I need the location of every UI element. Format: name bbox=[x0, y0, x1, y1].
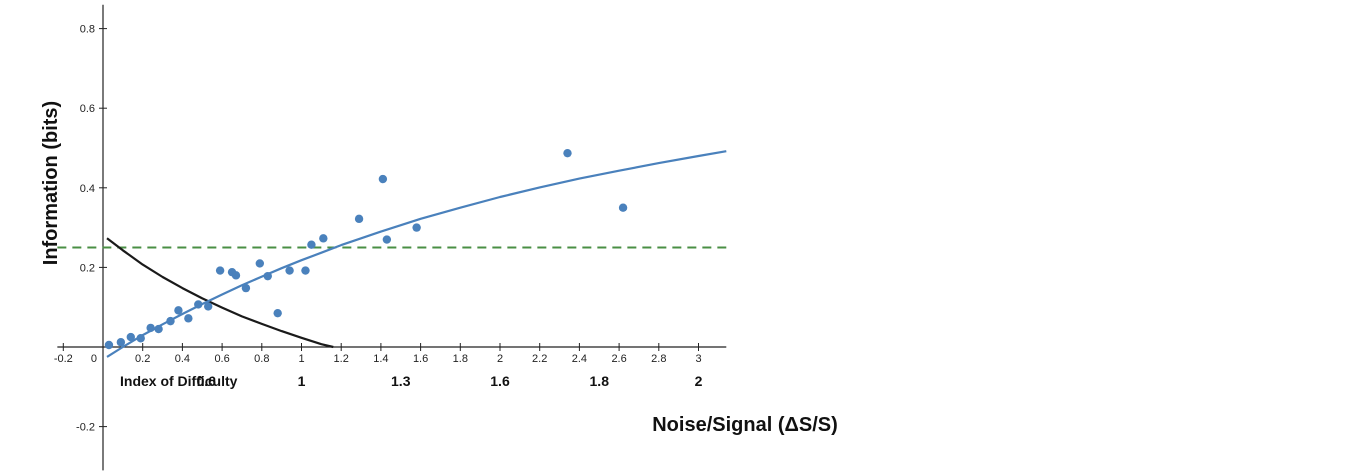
x-tick-label: 3 bbox=[695, 353, 701, 365]
increasing-curve bbox=[106, 150, 727, 358]
x-tick-label: 0.8 bbox=[254, 353, 269, 365]
x-tick-label: 2.8 bbox=[651, 353, 666, 365]
data-point bbox=[146, 323, 155, 333]
decreasing-curve bbox=[106, 237, 334, 349]
data-point bbox=[382, 235, 392, 244]
y-tick-label: 0.8 bbox=[80, 24, 95, 36]
index-of-difficulty-label: Index of Difficulty bbox=[120, 373, 238, 389]
data-point bbox=[104, 340, 114, 350]
data-point bbox=[618, 203, 628, 212]
data-point bbox=[215, 266, 225, 275]
data-point bbox=[378, 174, 388, 184]
x-tick-label: 0 bbox=[91, 353, 97, 365]
data-point bbox=[126, 332, 135, 342]
data-point bbox=[154, 324, 163, 334]
data-point bbox=[204, 302, 213, 311]
data-point bbox=[412, 223, 421, 232]
data-point bbox=[285, 266, 294, 275]
data-point bbox=[319, 234, 328, 243]
y-axis: -0.2 0.2 0.4 0.6 0.8 bbox=[76, 4, 107, 471]
y-tick-label: 0.4 bbox=[80, 183, 95, 195]
data-point bbox=[231, 271, 241, 280]
x-tick-label: 0.6 bbox=[214, 353, 229, 365]
data-point bbox=[273, 308, 282, 318]
index-of-difficulty-tick: 1.8 bbox=[590, 373, 610, 389]
x-tick-label: 0.2 bbox=[135, 353, 150, 365]
data-point bbox=[241, 283, 251, 293]
x-tick-label: 1.4 bbox=[373, 353, 388, 365]
data-point bbox=[116, 338, 126, 347]
x-axis-title: Noise/Signal (ΔS/S) bbox=[652, 414, 838, 436]
x-tick-label: 1.8 bbox=[453, 353, 468, 365]
data-point bbox=[263, 271, 272, 281]
index-of-difficulty-tick: 1 bbox=[298, 373, 306, 389]
index-of-difficulty-tick: 1.3 bbox=[391, 373, 411, 389]
y-axis-title: Information (bits) bbox=[40, 101, 62, 265]
data-point bbox=[563, 148, 572, 158]
x-axis: -0.2 0 0.2 0.4 0.6 0.8 1 1.2 1.4 1.6 1.8 2 2.2 2.4 2.6… bbox=[54, 343, 727, 365]
data-point bbox=[255, 259, 265, 268]
data-point bbox=[194, 300, 203, 309]
data-point bbox=[184, 314, 193, 323]
data-point bbox=[307, 240, 316, 249]
x-tick-label: -0.2 bbox=[54, 353, 73, 365]
index-of-difficulty-tick: 2 bbox=[695, 373, 703, 389]
data-point bbox=[354, 214, 364, 224]
y-tick-label: -0.2 bbox=[76, 422, 95, 434]
x-tick-label: 2.6 bbox=[611, 353, 626, 365]
y-tick-label: 0.2 bbox=[80, 262, 95, 274]
data-points bbox=[104, 148, 628, 350]
x-tick-label: 2 bbox=[497, 353, 503, 365]
data-point bbox=[136, 334, 145, 343]
index-of-difficulty-tick: 1.6 bbox=[490, 373, 510, 389]
x-tick-label: 1 bbox=[298, 353, 304, 365]
index-of-difficulty-tick: 0.6 bbox=[196, 373, 216, 389]
data-point bbox=[301, 266, 310, 275]
x-tick-label: 2.2 bbox=[532, 353, 547, 365]
y-tick-label: 0.6 bbox=[80, 103, 95, 115]
x-tick-label: 0.4 bbox=[175, 353, 190, 365]
x-tick-label: 1.2 bbox=[334, 353, 349, 365]
x-tick-label: 1.6 bbox=[413, 353, 428, 365]
data-point bbox=[174, 306, 183, 315]
x-tick-label: 2.4 bbox=[572, 353, 587, 365]
data-point bbox=[166, 316, 175, 326]
curves bbox=[106, 150, 727, 358]
